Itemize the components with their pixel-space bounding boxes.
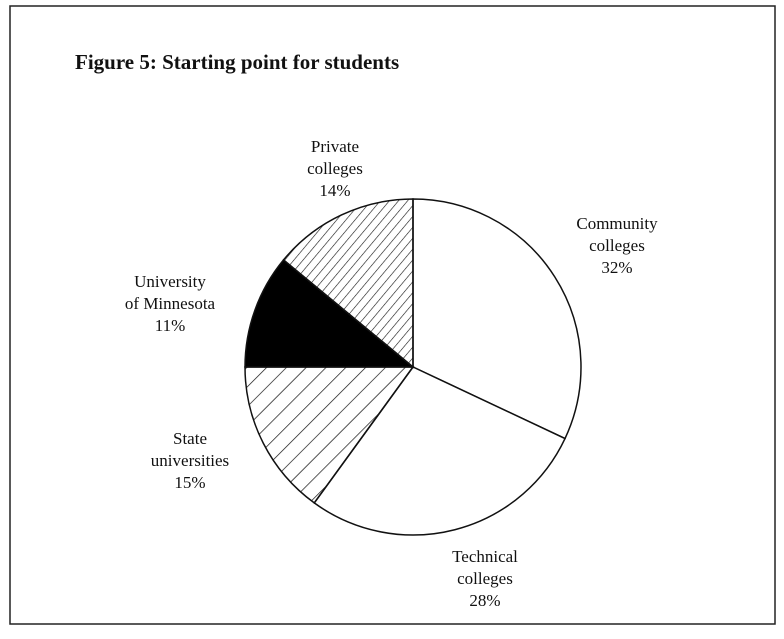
slice-label: University xyxy=(134,272,206,291)
pie-slice xyxy=(282,198,414,369)
pie-slice xyxy=(313,366,567,536)
slice-label: universities xyxy=(151,451,229,470)
slice-value-label: 11% xyxy=(155,316,186,335)
pie-slice xyxy=(244,258,416,368)
slice-label: colleges xyxy=(589,236,645,255)
pie-slice xyxy=(412,198,582,440)
slice-label: State xyxy=(173,429,207,448)
slice-value-label: 32% xyxy=(601,258,632,277)
slice-value-label: 28% xyxy=(469,591,500,610)
slice-label: Private xyxy=(311,137,359,156)
slice-value-label: 15% xyxy=(174,473,205,492)
slice-value-label: 14% xyxy=(319,181,350,200)
slice-label: colleges xyxy=(457,569,513,588)
pie-slice xyxy=(244,366,415,504)
frame xyxy=(9,5,776,625)
chart-title: Figure 5: Starting point for students xyxy=(75,50,399,74)
slice-label: colleges xyxy=(307,159,363,178)
slice-label: Community xyxy=(576,214,658,233)
slice-label: of Minnesota xyxy=(125,294,216,313)
slice-label: Technical xyxy=(452,547,518,566)
